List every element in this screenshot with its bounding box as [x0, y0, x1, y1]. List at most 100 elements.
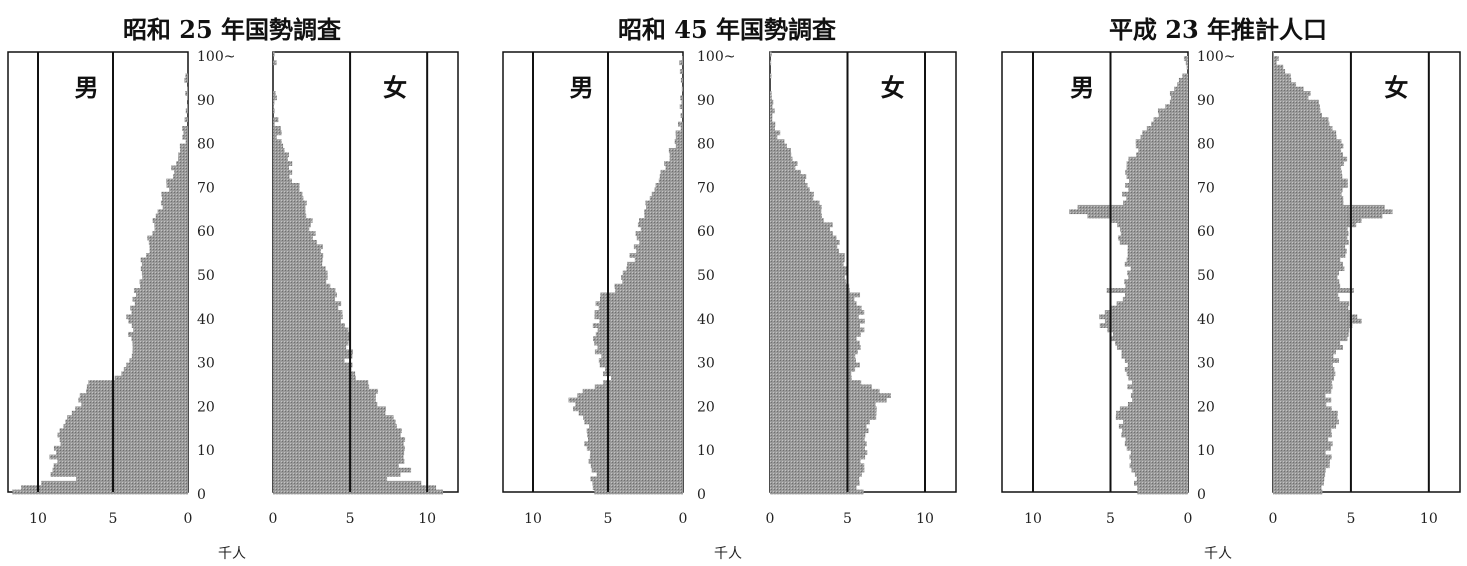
- male-age-bar: [142, 275, 188, 280]
- age-tick-label: 100~: [197, 49, 235, 65]
- male-age-bar: [1127, 270, 1188, 276]
- male-age-bar: [575, 402, 683, 407]
- male-age-bar: [1125, 183, 1188, 188]
- male-age-bar: [1132, 397, 1188, 403]
- male-age-bar: [184, 117, 188, 123]
- male-age-bar: [146, 253, 188, 258]
- age-tick-label: 80: [697, 137, 715, 153]
- male-age-bar: [1125, 169, 1188, 175]
- female-age-bar: [273, 191, 303, 197]
- male-x-tick-label: 0: [184, 511, 193, 527]
- unit-label: 千人: [1204, 546, 1232, 562]
- female-age-bar: [1273, 397, 1332, 403]
- female-label: 女: [383, 74, 407, 102]
- male-age-bar: [1125, 283, 1188, 289]
- female-age-bar: [770, 423, 867, 429]
- male-age-bar: [1120, 226, 1188, 232]
- male-age-bar: [81, 402, 188, 407]
- female-age-bar: [770, 126, 775, 131]
- male-age-bar: [86, 388, 188, 394]
- male-label: 男: [75, 74, 99, 102]
- female-age-bar: [1273, 454, 1332, 460]
- male-age-bar: [57, 432, 189, 438]
- female-age-bar: [770, 432, 866, 438]
- male-age-bar: [1124, 358, 1188, 363]
- male-age-bar: [130, 305, 188, 311]
- female-age-bar: [1273, 410, 1338, 416]
- female-age-bar: [1273, 196, 1344, 201]
- female-age-bar: [1273, 476, 1325, 482]
- female-age-bar: [1273, 437, 1329, 442]
- male-age-bar: [169, 187, 188, 193]
- male-age-bar: [568, 397, 683, 403]
- female-age-bar: [770, 231, 833, 236]
- female-age-bar: [1273, 121, 1330, 127]
- female-age-bar: [1273, 279, 1340, 285]
- female-age-bar: [1273, 239, 1349, 245]
- female-age-bar: [770, 305, 862, 311]
- female-age-bar: [1273, 441, 1333, 447]
- male-x-tick-label: 10: [524, 511, 542, 527]
- female-age-bar: [770, 51, 772, 57]
- male-age-bar: [60, 441, 188, 447]
- female-age-bar: [770, 275, 845, 280]
- female-age-bar: [1273, 349, 1336, 355]
- male-age-bar: [1121, 432, 1188, 438]
- male-age-bar: [86, 384, 188, 390]
- male-age-bar: [1127, 253, 1188, 258]
- male-age-bar: [637, 222, 683, 228]
- female-age-bar: [1273, 69, 1286, 74]
- female-age-bar: [1273, 406, 1332, 412]
- female-age-bar: [273, 366, 352, 372]
- male-age-bar: [1151, 121, 1188, 127]
- male-age-bar: [148, 239, 188, 245]
- bar-series: [1069, 51, 1393, 495]
- male-age-bar: [594, 314, 683, 320]
- female-age-bar: [770, 235, 837, 241]
- male-age-bar: [600, 296, 683, 302]
- male-age-bar: [654, 187, 683, 193]
- male-age-bar: [588, 437, 683, 442]
- female-age-bar: [770, 218, 824, 223]
- female-age-bar: [1273, 235, 1348, 241]
- female-age-bar: [273, 402, 378, 407]
- male-age-bar: [1127, 384, 1188, 390]
- female-age-bar: [273, 204, 306, 210]
- female-age-bar: [1273, 345, 1343, 350]
- female-age-bar: [1273, 327, 1350, 333]
- male-age-bar: [71, 410, 188, 416]
- female-age-bar: [273, 235, 313, 241]
- female-x-tick-label: 0: [269, 511, 278, 527]
- male-age-bar: [12, 489, 188, 495]
- male-age-bar: [132, 349, 188, 355]
- female-age-bar: [1273, 200, 1344, 206]
- male-age-bar: [53, 445, 189, 451]
- male-age-bar: [595, 331, 683, 337]
- male-age-bar: [1116, 301, 1188, 307]
- female-age-bar: [1273, 463, 1330, 469]
- female-age-bar: [770, 104, 773, 109]
- male-age-bar: [41, 480, 188, 486]
- male-age-bar: [174, 169, 188, 175]
- female-age-bar: [770, 161, 798, 166]
- male-x-tick-label: 5: [109, 511, 118, 527]
- male-age-bar: [1125, 437, 1188, 442]
- female-age-bar: [1273, 380, 1333, 385]
- female-age-bar: [1273, 353, 1334, 359]
- male-age-bar: [582, 388, 683, 394]
- female-age-bar: [273, 239, 317, 245]
- female-age-bar: [273, 489, 444, 495]
- male-age-bar: [131, 323, 188, 328]
- female-age-bar: [770, 156, 793, 162]
- female-age-bar: [1273, 77, 1292, 83]
- female-age-bar: [1273, 183, 1348, 188]
- female-age-bar: [1273, 64, 1284, 70]
- male-age-bar: [1127, 244, 1188, 250]
- female-age-bar: [1273, 222, 1357, 228]
- female-age-bar: [273, 388, 379, 394]
- female-age-bar: [1273, 86, 1304, 92]
- male-age-bar: [599, 362, 683, 368]
- male-age-bar: [76, 476, 188, 482]
- bar-series: [568, 51, 891, 495]
- age-tick-label: 90: [197, 93, 215, 109]
